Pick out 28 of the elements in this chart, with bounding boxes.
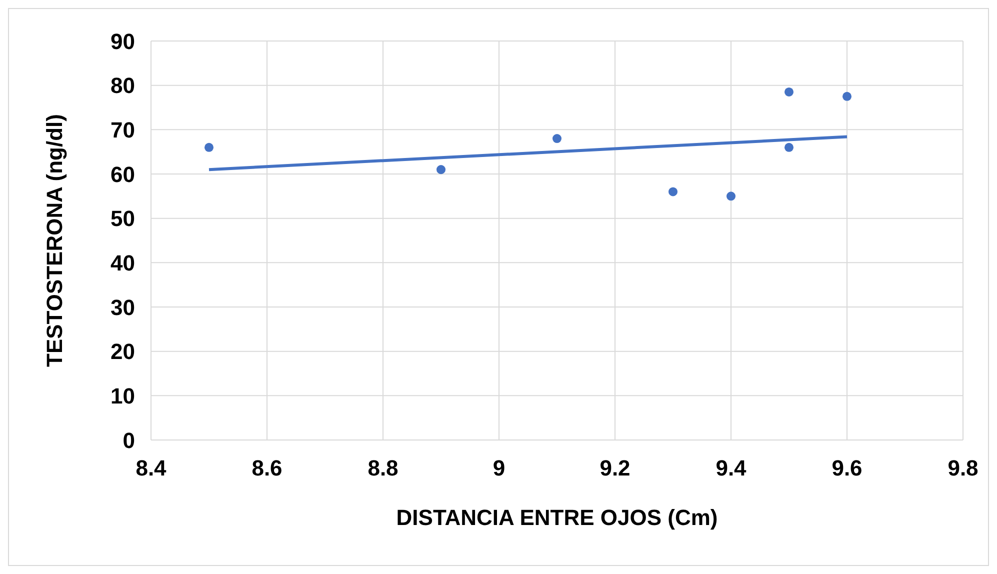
x-tick-label: 8.6 [252, 456, 282, 481]
y-tick-label: 90 [110, 28, 135, 54]
x-tick-label: 9.4 [716, 456, 748, 481]
x-tick-label: 9.8 [948, 456, 978, 481]
point [668, 187, 678, 196]
y-tick-label: 70 [110, 117, 135, 142]
point [552, 134, 562, 144]
x-tick-label: 8.4 [136, 456, 168, 481]
point [784, 87, 794, 96]
x-tick-label: 8.8 [368, 456, 398, 481]
point [204, 142, 214, 152]
y-tick-label: 80 [110, 73, 135, 98]
y-tick-label: 50 [110, 206, 135, 232]
y-axis-title: TESTOSTERONA (ng/dl) [42, 114, 67, 367]
point [436, 165, 446, 174]
x-tick-label: 9.6 [832, 456, 862, 481]
y-tick-label: 0 [122, 428, 135, 453]
x-tick-label: 9.2 [600, 456, 630, 481]
y-tick-label: 40 [110, 250, 135, 276]
y-tick-label: 10 [110, 383, 135, 408]
point [726, 192, 736, 201]
y-tick-label: 20 [110, 339, 135, 364]
y-tick-label: 30 [110, 294, 135, 320]
point [784, 142, 794, 152]
point [842, 92, 852, 101]
y-tick-label: 60 [110, 162, 135, 187]
x-axis-title: DISTANCIA ENTRE OJOS (Cm) [396, 505, 718, 530]
x-tick-label: 9 [492, 456, 506, 481]
